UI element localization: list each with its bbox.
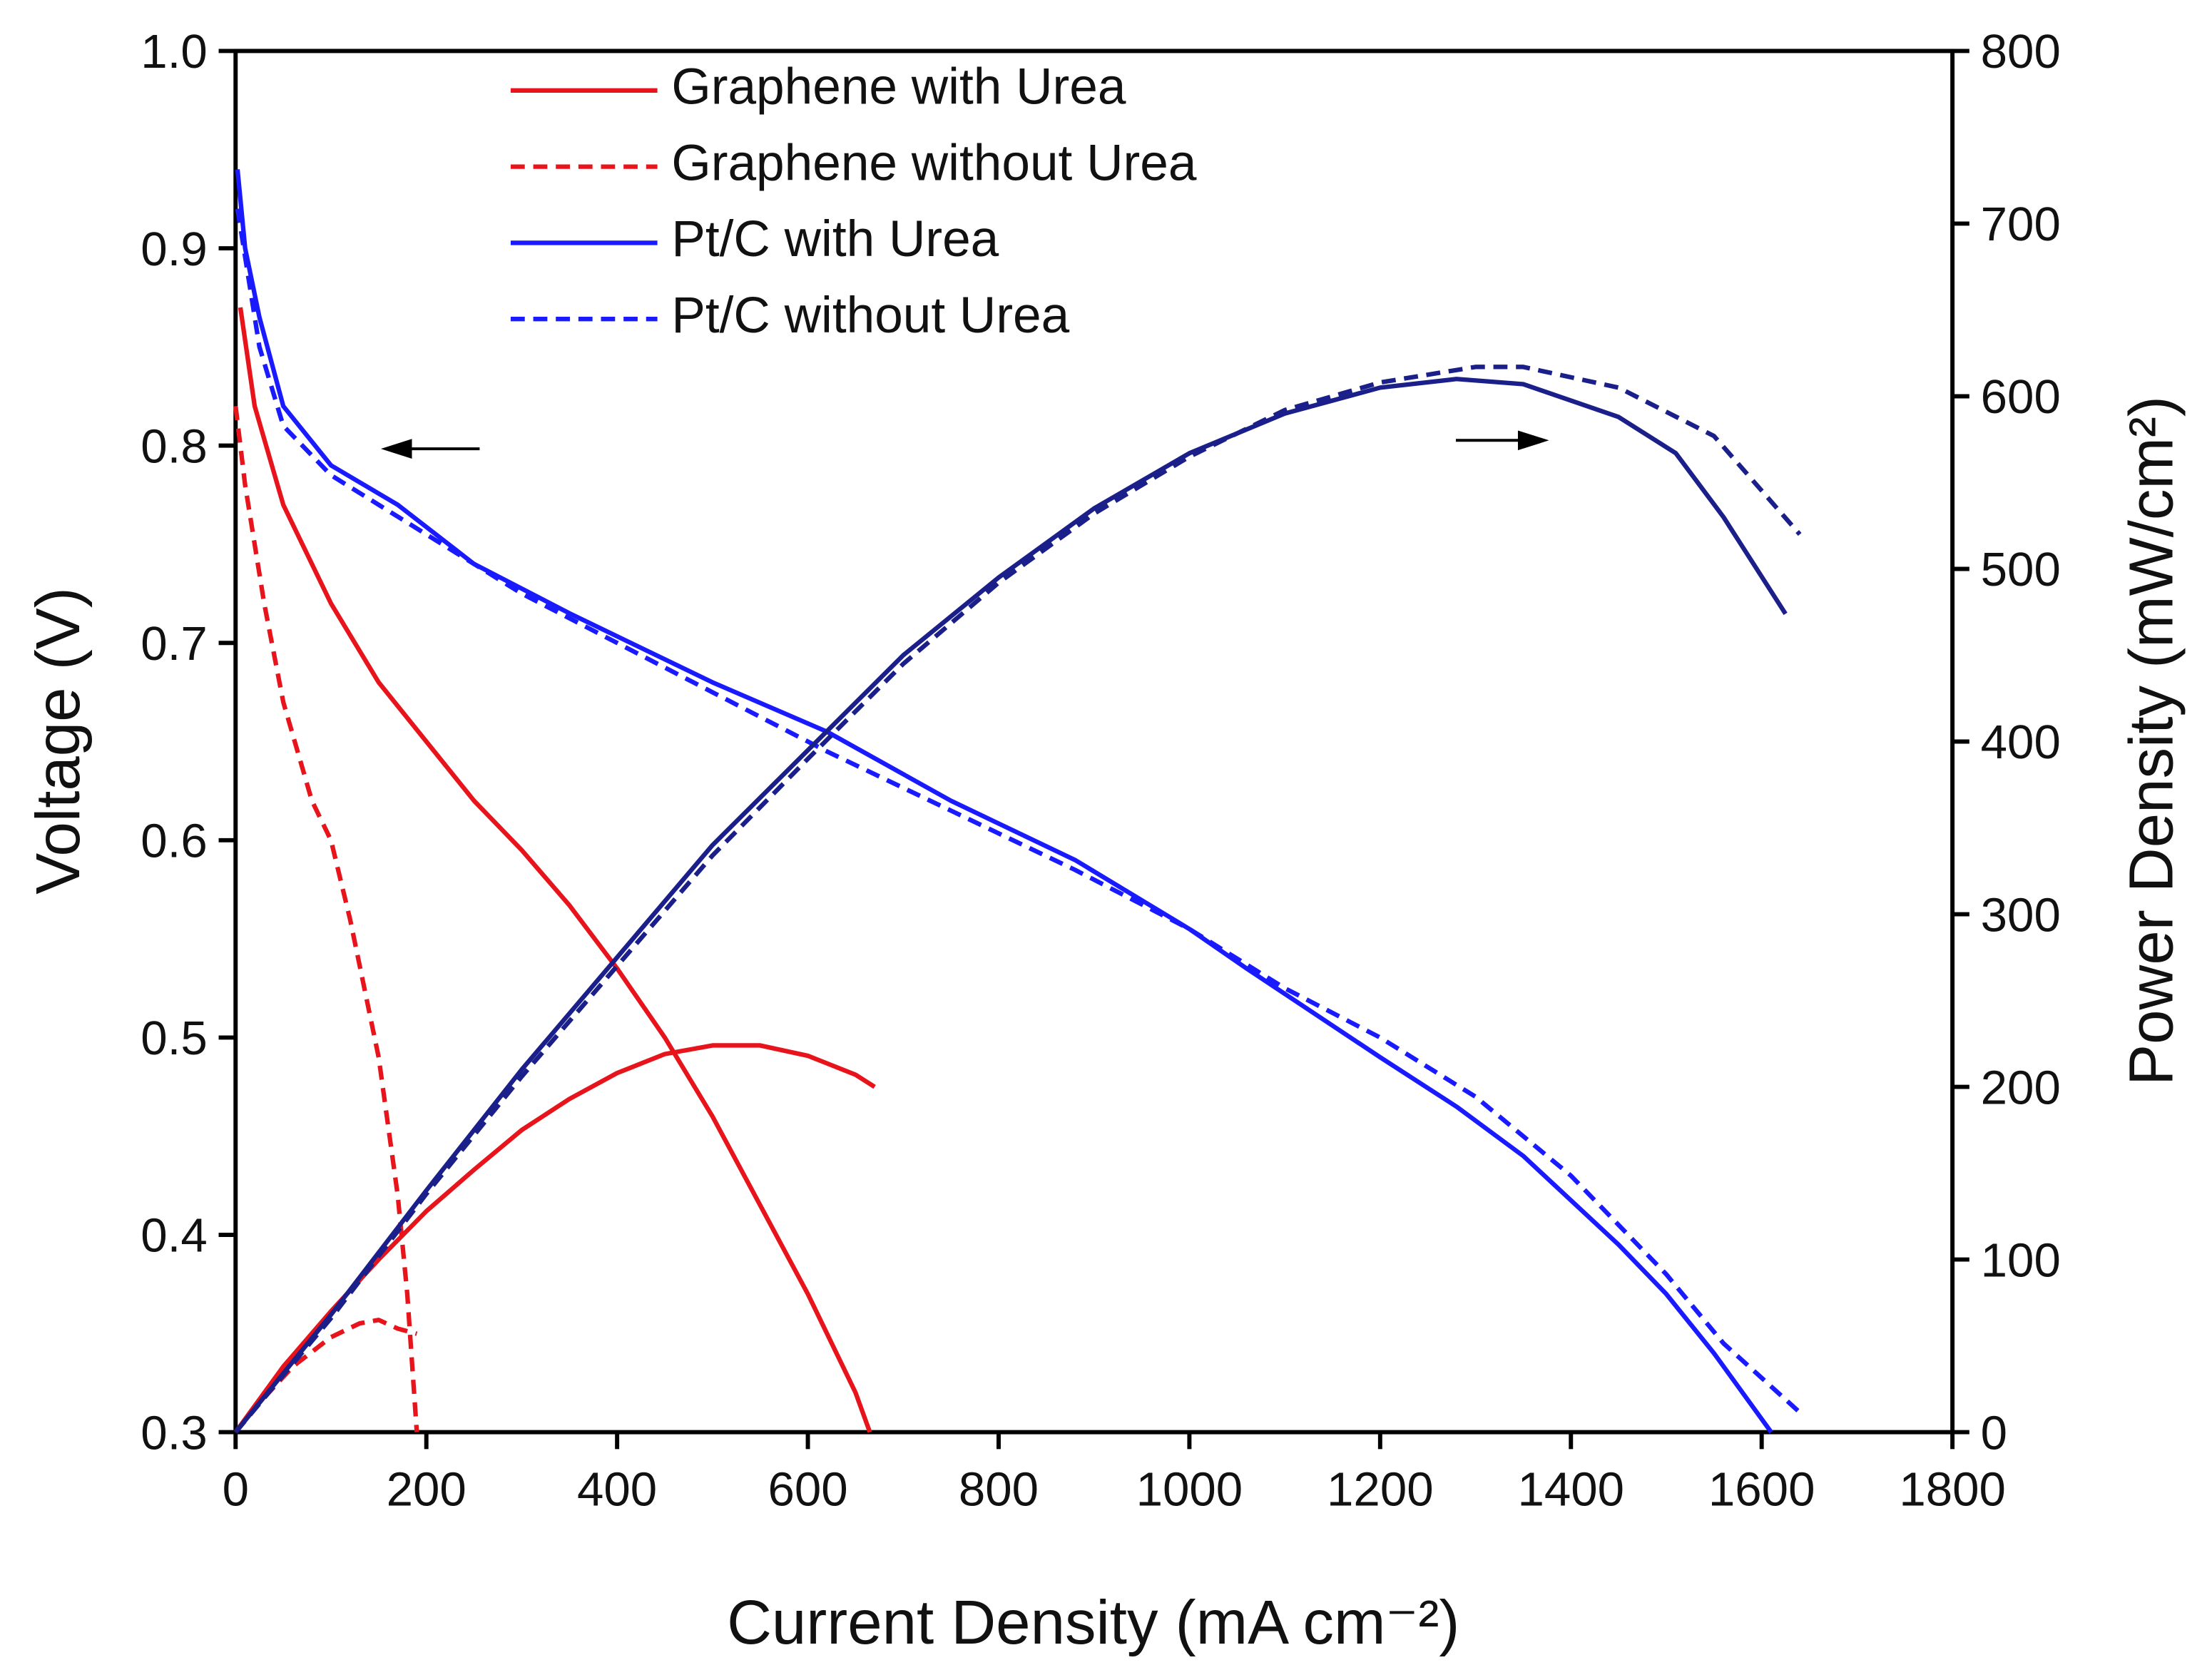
plot-frame xyxy=(233,49,1955,1435)
voltage-arrow xyxy=(380,439,480,459)
y2-tick-label: 600 xyxy=(1981,370,2061,424)
y-tick-label: 0.8 xyxy=(141,419,207,473)
legend-label: Graphene without Urea xyxy=(671,135,1196,191)
series-line xyxy=(235,169,1773,1434)
series-line xyxy=(235,208,1802,1415)
y-tick-label: 0.9 xyxy=(141,223,207,276)
y2-axis-title: Power Density (mW/cm²) xyxy=(2117,396,2186,1086)
x-tick-label: 600 xyxy=(768,1462,847,1516)
legend-label: Pt/C without Urea xyxy=(671,287,1069,344)
x-tick-label: 800 xyxy=(959,1462,1039,1516)
y2-tick-label: 700 xyxy=(1981,198,2061,251)
series-line xyxy=(233,365,1802,1434)
x-tick-label: 1800 xyxy=(1899,1462,2006,1516)
y2-tick-label: 0 xyxy=(1981,1406,2007,1460)
y-tick-label: 0.6 xyxy=(141,815,207,868)
legend-label: Graphene with Urea xyxy=(671,59,1126,116)
y2-tick-label: 200 xyxy=(1981,1061,2061,1114)
y2-tick-label: 800 xyxy=(1981,25,2061,78)
x-axis-title: Current Density (mA cm⁻²) xyxy=(727,1588,1459,1657)
x-tick-label: 1600 xyxy=(1708,1462,1815,1516)
x-tick-label: 400 xyxy=(577,1462,657,1516)
series-line xyxy=(233,1318,418,1434)
y-tick-label: 0.3 xyxy=(141,1406,207,1460)
legend-label: Pt/C with Urea xyxy=(671,211,999,268)
y-tick-label: 1.0 xyxy=(141,25,207,78)
power-arrow xyxy=(1455,430,1549,451)
x-tick-label: 1400 xyxy=(1517,1462,1624,1516)
y-tick-label: 0.5 xyxy=(141,1012,207,1065)
y2-tick-label: 300 xyxy=(1981,888,2061,942)
series-line xyxy=(233,405,419,1432)
y-axis-title: Voltage (V) xyxy=(24,587,93,894)
y2-tick-label: 400 xyxy=(1981,716,2061,769)
y-tick-label: 0.4 xyxy=(141,1209,207,1263)
series-line xyxy=(233,377,1788,1434)
series-line xyxy=(238,307,872,1433)
x-tick-label: 0 xyxy=(223,1462,249,1516)
y2-tick-label: 500 xyxy=(1981,543,2061,596)
y-tick-label: 0.7 xyxy=(141,617,207,671)
x-tick-label: 1000 xyxy=(1136,1462,1243,1516)
x-tick-label: 1200 xyxy=(1327,1462,1434,1516)
x-tick-label: 200 xyxy=(387,1462,467,1516)
y2-tick-label: 100 xyxy=(1981,1233,2061,1287)
